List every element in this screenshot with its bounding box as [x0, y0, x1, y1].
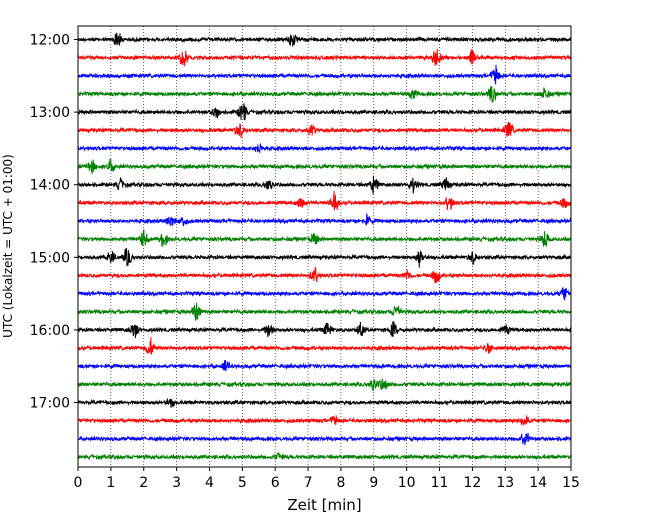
x-tick-label: 10 — [398, 475, 416, 491]
trace-line — [77, 64, 572, 85]
x-tick-label: 13 — [496, 475, 514, 491]
trace-line — [77, 378, 572, 392]
x-tick-label: 12 — [463, 475, 481, 491]
y-tick-label: 12:00 — [30, 33, 70, 49]
x-tick-label: 0 — [74, 475, 83, 491]
x-tick-label: 7 — [304, 475, 313, 491]
x-tick-label: 15 — [562, 475, 580, 491]
trace-line — [77, 302, 572, 321]
x-tick-label: 11 — [431, 475, 449, 491]
trace-line — [77, 121, 572, 139]
seismic-traces — [77, 32, 572, 461]
trace-line — [77, 158, 572, 175]
y-tick-label: 14:00 — [30, 178, 70, 194]
trace-line — [77, 190, 572, 211]
x-tick-label: 9 — [369, 475, 378, 491]
trace-line — [77, 432, 572, 446]
trace-line — [77, 398, 572, 408]
x-tick-label: 5 — [238, 475, 247, 491]
x-tick-label: 4 — [205, 475, 214, 491]
trace-line — [77, 287, 572, 301]
trace-line — [77, 320, 572, 339]
trace-line — [77, 247, 572, 268]
y-tick-label: 15:00 — [30, 250, 70, 266]
trace-line — [77, 212, 572, 227]
y-tick-label: 13:00 — [30, 105, 70, 121]
trace-line — [77, 229, 572, 248]
x-axis-label: Zeit [min] — [287, 496, 361, 514]
trace-line — [77, 175, 572, 195]
trace-line — [77, 415, 572, 426]
y-axis-ticks: 12:00 13:00 14:00 15:00 16:00 17:00 — [30, 33, 78, 412]
x-tick-label: 1 — [106, 475, 115, 491]
x-tick-label: 8 — [336, 475, 345, 491]
y-axis-label: UTC (Lokalzeit = UTC + 01:00) — [1, 154, 15, 338]
trace-line — [77, 48, 572, 67]
trace-line — [77, 143, 572, 153]
x-tick-label: 14 — [529, 475, 547, 491]
y-tick-label: 17:00 — [30, 396, 70, 412]
trace-line — [77, 32, 572, 47]
plot-frame — [77, 25, 572, 468]
x-tick-label: 3 — [172, 475, 181, 491]
trace-line — [77, 86, 572, 103]
trace-line — [77, 103, 572, 121]
trace-line — [77, 359, 572, 371]
y-tick-label: 16:00 — [30, 323, 70, 339]
x-tick-label: 6 — [271, 475, 280, 491]
trace-line — [77, 452, 572, 461]
x-tick-label: 2 — [139, 475, 148, 491]
trace-line — [77, 266, 572, 284]
x-axis-ticks: 0 1 2 3 4 5 6 7 8 9 10 11 12 13 14 15 — [74, 467, 580, 491]
trace-line — [77, 337, 572, 355]
